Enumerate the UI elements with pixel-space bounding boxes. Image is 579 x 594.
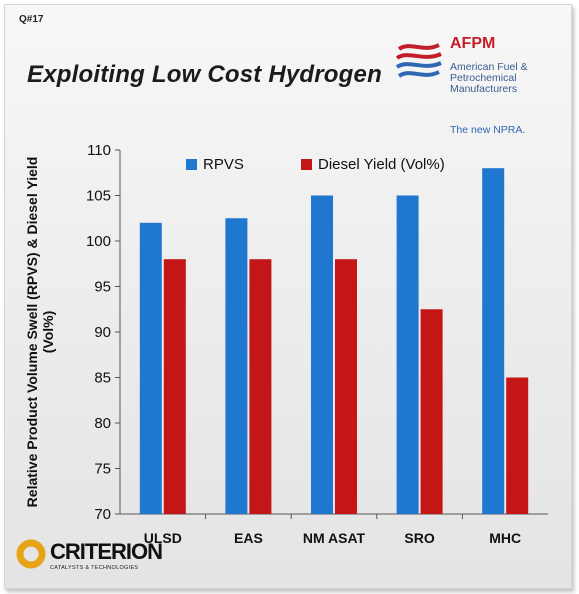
legend-swatch-rpvs (186, 159, 197, 170)
legend-label: Diesel Yield (Vol%) (318, 156, 445, 173)
y-tick-label: 85 (94, 370, 111, 387)
afpm-name: AFPM (450, 35, 496, 52)
y-tick-label: 95 (94, 279, 111, 296)
bar-diesel-yield (249, 259, 272, 514)
afpm-logo: AFPM American Fuel & Petrochemical Manuf… (393, 35, 563, 136)
bar-diesel-yield (506, 377, 529, 514)
criterion-name: CRITERION (50, 539, 163, 564)
y-tick-label: 80 (94, 415, 111, 432)
x-tick-label: MHC (489, 530, 521, 546)
x-tick-label: NM ASAT (303, 530, 366, 546)
afpm-tagline: The new NPRA. (450, 124, 526, 136)
criterion-subtitle: CATALYSTS & TECHNOLOGIES (50, 565, 139, 571)
y-tick-label: 110 (87, 142, 111, 159)
y-tick-label: 70 (94, 506, 111, 523)
bar-rpvs (139, 222, 162, 515)
x-tick-label: SRO (404, 530, 434, 546)
page-title: Exploiting Low Cost Hydrogen (27, 61, 382, 88)
bar-rpvs (396, 195, 419, 514)
y-axis-label: Relative Product Volume Swell (RPVS) & D… (24, 156, 56, 508)
slide-background: Q#17 Exploiting Low Cost Hydrogen (4, 4, 572, 589)
criterion-ring-icon (16, 539, 46, 569)
legend-swatch-diesel-yield (301, 159, 312, 170)
bar-diesel-yield (420, 309, 443, 514)
x-tick-label: EAS (234, 530, 263, 546)
y-tick-label: 100 (86, 233, 111, 250)
bar-rpvs (482, 168, 505, 514)
bar-diesel-yield (335, 259, 357, 514)
criterion-logo: CRITERION CATALYSTS & TECHNOLOGIES (16, 537, 163, 577)
afpm-flag-icon (395, 43, 442, 78)
bar-rpvs (311, 195, 333, 514)
bar-diesel-yield (163, 259, 186, 514)
bar-rpvs (225, 218, 248, 514)
legend-label: RPVS (203, 156, 244, 173)
afpm-full-name: American Fuel & Petrochemical Manufactur… (450, 61, 528, 95)
x-tick-label: ULSD (144, 530, 182, 546)
slide-id: Q#17 (19, 14, 44, 25)
y-tick-label: 75 (94, 461, 111, 478)
y-tick-label: 105 (86, 188, 111, 205)
y-tick-label: 90 (94, 324, 111, 341)
